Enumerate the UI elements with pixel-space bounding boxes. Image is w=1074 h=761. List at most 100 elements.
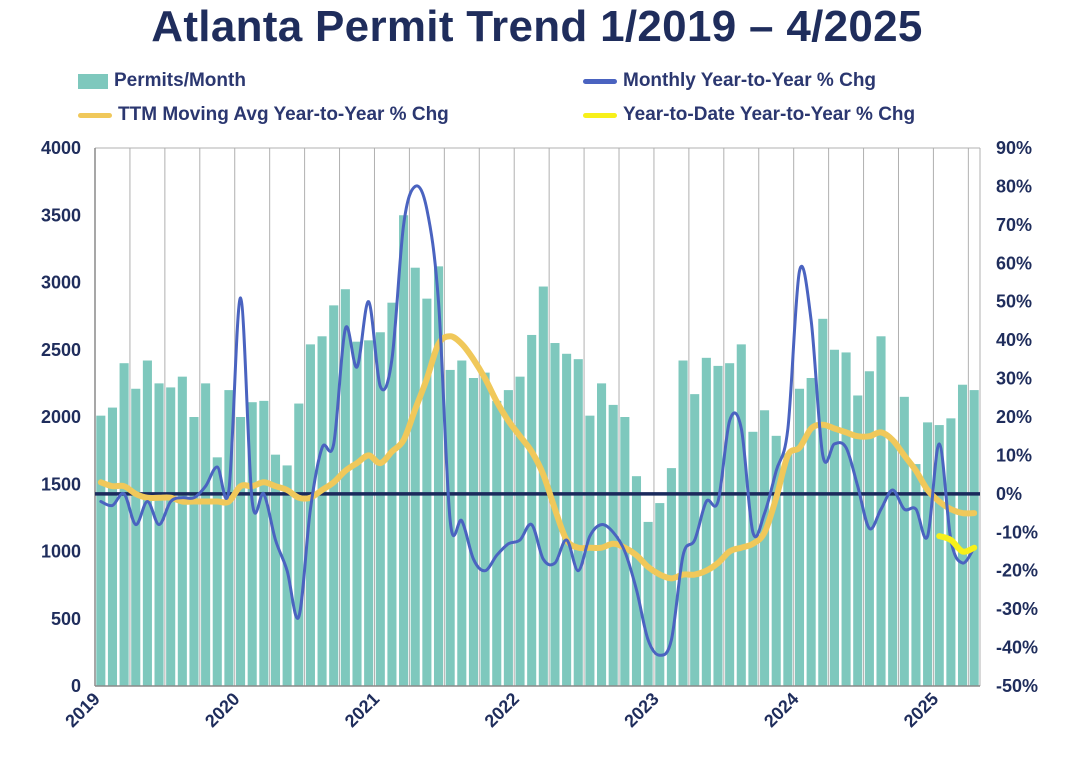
bar — [236, 417, 246, 686]
legend-item-permits: Permits/Month — [78, 69, 246, 93]
x-tick-label: 2019 — [61, 689, 103, 731]
bar — [841, 352, 851, 686]
right-tick-label: -40% — [996, 638, 1038, 658]
bar — [224, 390, 234, 686]
bar — [678, 360, 688, 686]
right-tick-label: 70% — [996, 215, 1032, 235]
bar — [503, 390, 513, 686]
bar — [562, 353, 572, 686]
bar — [631, 476, 642, 686]
bar — [107, 407, 118, 686]
right-tick-label: 50% — [996, 292, 1032, 312]
bar — [201, 383, 211, 686]
bar — [270, 454, 281, 686]
bar — [433, 266, 444, 686]
bar — [340, 289, 350, 686]
left-tick-label: 0 — [71, 676, 81, 696]
legend-swatch-line — [583, 112, 617, 118]
bar — [829, 349, 839, 686]
bar — [573, 359, 583, 686]
bar — [352, 341, 362, 686]
bar — [364, 340, 374, 686]
bar — [247, 402, 257, 686]
ttm-yoy-line — [97, 333, 978, 582]
bar — [142, 360, 152, 686]
bar — [329, 305, 339, 686]
bar — [399, 215, 409, 686]
bar — [748, 431, 758, 686]
right-tick-label: 30% — [996, 369, 1032, 389]
bar — [794, 388, 805, 686]
bar — [131, 388, 141, 686]
legend-swatch-line — [78, 112, 112, 118]
bar — [468, 377, 478, 686]
legend-swatch-bar — [78, 73, 108, 89]
bar — [643, 521, 653, 686]
ytd-yoy-line — [936, 533, 978, 555]
bar — [911, 464, 921, 686]
x-tick-label: 2021 — [341, 689, 383, 731]
line-series — [97, 184, 978, 657]
right-tick-label: -50% — [996, 676, 1038, 696]
bar — [771, 435, 781, 686]
bar — [806, 377, 816, 686]
bar — [96, 415, 106, 686]
bar — [259, 400, 269, 686]
left-tick-label: 2500 — [41, 340, 81, 360]
bar — [655, 503, 665, 686]
bar — [969, 390, 979, 686]
bar — [783, 453, 793, 686]
left-tick-label: 3000 — [41, 273, 81, 293]
right-tick-label: 90% — [996, 138, 1032, 158]
bar — [888, 439, 898, 686]
right-tick-label: -10% — [996, 522, 1038, 542]
bar — [713, 365, 723, 686]
bar — [119, 363, 129, 686]
left-tick-label: 1000 — [41, 542, 81, 562]
x-tick-label: 2024 — [760, 689, 802, 731]
right-tick-label: 20% — [996, 407, 1032, 427]
legend-label: Monthly Year-to-Year % Chg — [623, 70, 877, 91]
legend-swatch-line — [583, 78, 617, 84]
right-tick-label: 80% — [996, 176, 1032, 196]
bar — [189, 417, 199, 686]
bar — [515, 376, 525, 686]
left-tick-label: 500 — [51, 609, 81, 629]
bar — [166, 387, 176, 686]
left-tick-label: 3500 — [41, 205, 81, 225]
left-tick-label: 1500 — [41, 474, 81, 494]
bar — [492, 400, 502, 686]
bar — [818, 318, 828, 686]
bar — [375, 332, 385, 686]
bar — [701, 357, 711, 686]
bar — [597, 383, 607, 686]
legend-label: Permits/Month — [114, 70, 246, 91]
bar — [527, 334, 537, 686]
x-tick-label: 2025 — [900, 689, 942, 731]
bar — [294, 403, 304, 686]
bar — [177, 376, 187, 686]
bar — [317, 336, 327, 686]
bar — [923, 422, 933, 686]
legend-item-ttm: TTM Moving Avg Year-to-Year % Chg — [78, 103, 449, 127]
chart-title: Atlanta Permit Trend 1/2019 – 4/2025 — [151, 2, 923, 51]
bar — [538, 286, 548, 686]
legend-item-ytd: Year-to-Date Year-to-Year % Chg — [583, 103, 915, 127]
x-tick-label: 2022 — [481, 689, 523, 731]
left-tick-label: 4000 — [41, 138, 81, 158]
bar — [154, 383, 164, 686]
right-tick-label: 0% — [996, 484, 1022, 504]
bar — [212, 457, 222, 686]
left-tick-label: 2000 — [41, 407, 81, 427]
bar — [725, 363, 735, 686]
bar — [760, 410, 770, 686]
bar — [946, 418, 956, 686]
right-tick-label: 10% — [996, 445, 1032, 465]
legend-label: Year-to-Date Year-to-Year % Chg — [623, 104, 916, 125]
bar — [934, 425, 944, 686]
x-tick-label: 2020 — [201, 689, 243, 731]
bar — [853, 395, 863, 686]
right-tick-label: -30% — [996, 599, 1038, 619]
right-tick-label: 40% — [996, 330, 1032, 350]
